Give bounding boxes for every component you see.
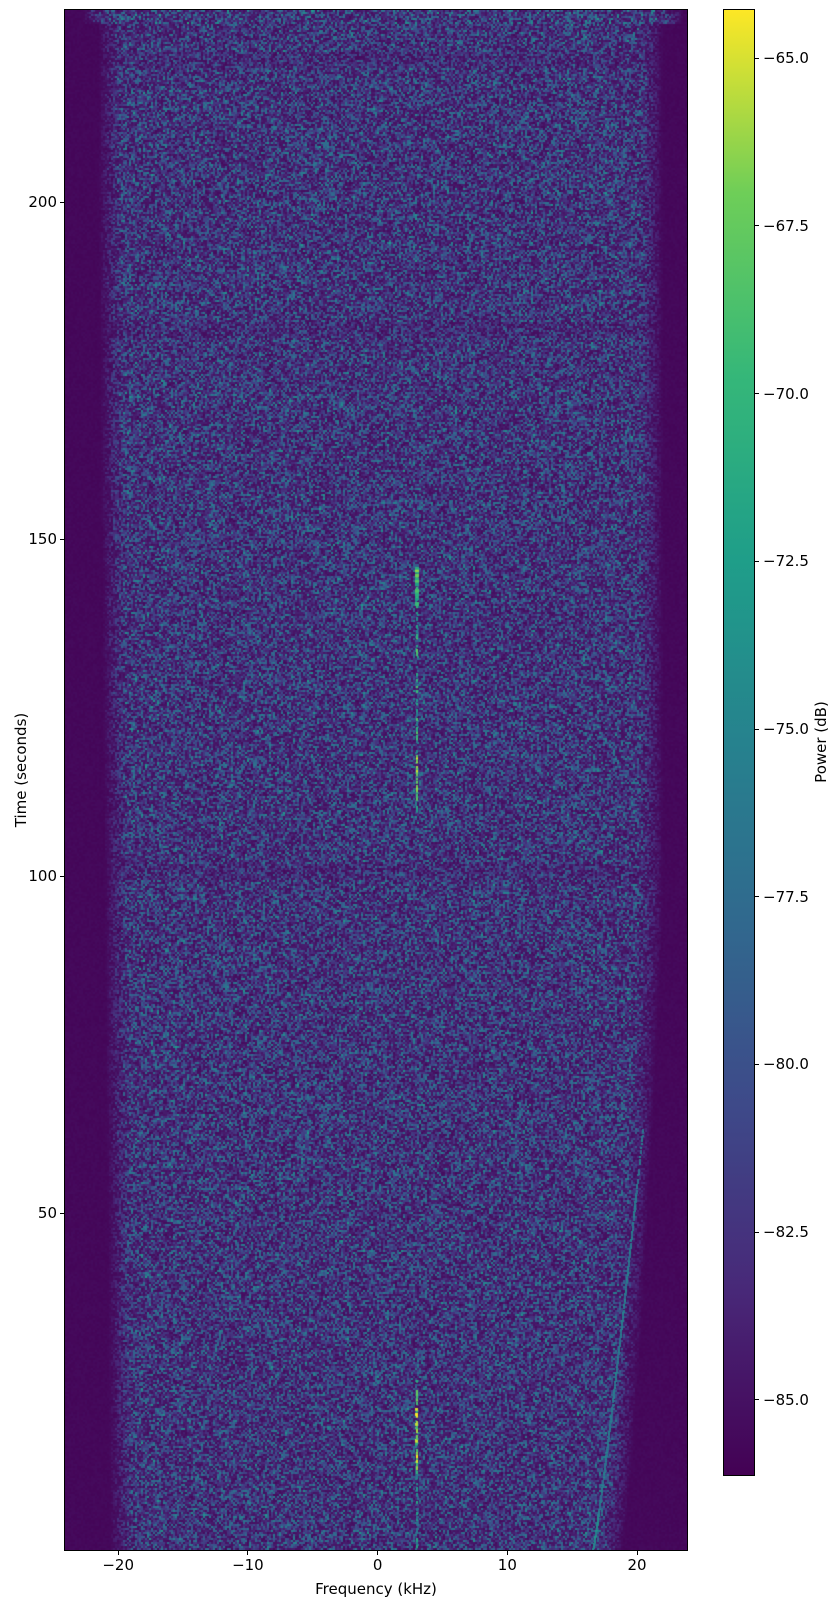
- colorbar-tick-mark: [755, 1399, 759, 1400]
- y-tick-mark: [60, 876, 64, 877]
- colorbar-tick-mark: [755, 225, 759, 226]
- colorbar-tick-mark: [755, 1232, 759, 1233]
- colorbar-tick-label: −70.0: [763, 385, 809, 403]
- y-tick-mark: [60, 539, 64, 540]
- colorbar-tick-label: −67.5: [763, 217, 809, 235]
- y-tick-label: 100: [0, 867, 57, 885]
- y-tick-label: 150: [0, 530, 57, 548]
- y-axis-label: Time (seconds): [12, 713, 30, 828]
- y-tick-label: 200: [0, 193, 57, 211]
- colorbar-label: Power (dB): [812, 701, 830, 783]
- colorbar-tick-label: −82.5: [763, 1223, 809, 1241]
- colorbar-tick-mark: [755, 896, 759, 897]
- colorbar-tick-label: −72.5: [763, 552, 809, 570]
- y-tick-mark: [60, 1213, 64, 1214]
- plot-area: [65, 10, 687, 1550]
- x-tick-mark: [247, 1551, 248, 1555]
- x-tick-label: −10: [232, 1556, 264, 1574]
- x-axis-label: Frequency (kHz): [65, 1580, 687, 1598]
- colorbar-tick-mark: [755, 561, 759, 562]
- x-tick-mark: [377, 1551, 378, 1555]
- y-tick-label: 50: [0, 1204, 57, 1222]
- x-tick-mark: [118, 1551, 119, 1555]
- colorbar: [724, 10, 754, 1475]
- colorbar-tick-mark: [755, 393, 759, 394]
- spectrogram-image: [65, 10, 687, 1550]
- colorbar-tick-label: −77.5: [763, 888, 809, 906]
- colorbar-tick-label: −65.0: [763, 49, 809, 67]
- colorbar-tick-label: −80.0: [763, 1055, 809, 1073]
- x-tick-label: −20: [102, 1556, 134, 1574]
- x-tick-label: 10: [498, 1556, 517, 1574]
- colorbar-tick-label: −85.0: [763, 1391, 809, 1409]
- x-tick-label: 20: [628, 1556, 647, 1574]
- colorbar-gradient: [724, 10, 754, 1475]
- colorbar-tick-label: −75.0: [763, 720, 809, 738]
- x-tick-mark: [637, 1551, 638, 1555]
- colorbar-tick-mark: [755, 729, 759, 730]
- x-tick-label: 0: [373, 1556, 383, 1574]
- spectrogram-figure: −20 −10 0 10 20 50 100 150 200 Frequency (kHz) …: [0, 0, 836, 1603]
- y-tick-mark: [60, 202, 64, 203]
- colorbar-tick-mark: [755, 1064, 759, 1065]
- x-tick-mark: [507, 1551, 508, 1555]
- colorbar-tick-mark: [755, 58, 759, 59]
